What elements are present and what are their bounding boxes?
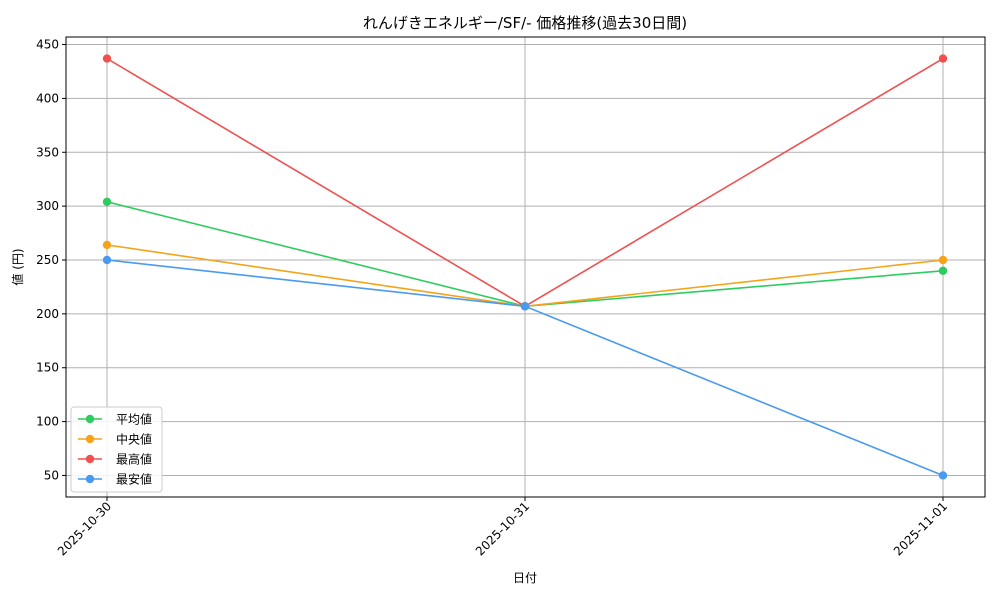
legend-label: 最高値 bbox=[116, 452, 152, 467]
data-point bbox=[938, 54, 948, 63]
data-point bbox=[102, 240, 112, 250]
y-tick-label: 300 bbox=[36, 199, 59, 213]
series-lines bbox=[102, 54, 948, 480]
grid bbox=[66, 37, 985, 497]
y-axis-label: 値 (円) bbox=[10, 248, 25, 285]
chart-title: れんげきエネルギー/SF/- 価格推移(過去30日間) bbox=[363, 14, 687, 32]
x-tick-label: 2025-10-31 bbox=[473, 499, 532, 558]
y-tick-label: 400 bbox=[36, 91, 59, 105]
legend-label: 最安値 bbox=[116, 472, 152, 487]
y-tick-label: 100 bbox=[36, 415, 59, 429]
y-tick-label: 150 bbox=[36, 361, 59, 375]
y-tick-label: 200 bbox=[36, 307, 59, 321]
x-axis: 2025-10-30 2025-10-31 2025-11-01 bbox=[55, 497, 950, 558]
y-axis: 50 100 150 200 250 300 350 400 450 bbox=[36, 38, 66, 482]
data-point bbox=[938, 266, 948, 275]
x-tick-label: 2025-10-30 bbox=[55, 499, 114, 558]
legend-box bbox=[70, 406, 163, 493]
y-tick-label: 450 bbox=[36, 38, 59, 52]
legend-swatch-marker bbox=[85, 434, 95, 444]
data-point bbox=[938, 255, 948, 265]
y-tick-label: 50 bbox=[44, 468, 59, 482]
legend-swatch-marker bbox=[85, 454, 95, 464]
legend-label: 中央値 bbox=[116, 432, 152, 447]
data-point bbox=[520, 302, 530, 311]
x-axis-label: 日付 bbox=[513, 571, 537, 585]
data-point bbox=[102, 255, 112, 265]
y-tick-label: 250 bbox=[36, 253, 59, 267]
legend-swatch-marker bbox=[85, 414, 95, 424]
legend-swatch-marker bbox=[85, 474, 95, 484]
x-tick-label: 2025-11-01 bbox=[891, 499, 950, 558]
data-point bbox=[938, 471, 948, 480]
data-point bbox=[102, 54, 112, 63]
data-point bbox=[102, 197, 112, 207]
y-tick-label: 350 bbox=[36, 145, 59, 159]
legend-label: 平均値 bbox=[116, 412, 152, 427]
